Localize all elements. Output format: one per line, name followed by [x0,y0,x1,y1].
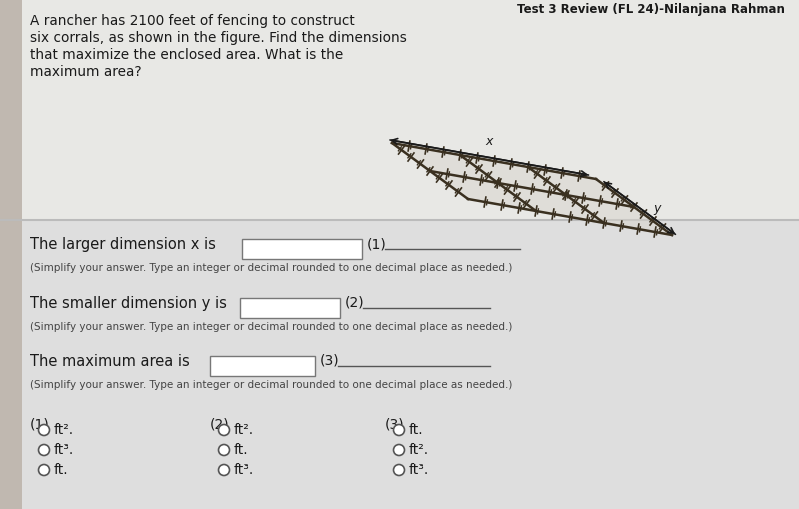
Text: that maximize the enclosed area. What is the: that maximize the enclosed area. What is… [30,48,344,62]
Text: (Simplify your answer. Type an integer or decimal rounded to one decimal place a: (Simplify your answer. Type an integer o… [30,380,512,390]
Text: (3): (3) [320,354,340,368]
Text: ft².: ft². [54,423,74,437]
Circle shape [393,444,404,456]
Bar [0,0,22,509]
Circle shape [218,444,229,456]
Bar [0,220,799,509]
Text: x: x [486,134,493,148]
Text: ft³.: ft³. [54,443,74,457]
Circle shape [218,425,229,436]
Text: ft.: ft. [234,443,248,457]
Text: (2): (2) [210,417,229,431]
Polygon shape [498,183,604,223]
Text: ft².: ft². [234,423,254,437]
Circle shape [218,465,229,475]
Text: ft².: ft². [409,443,429,457]
Polygon shape [460,155,566,195]
Circle shape [38,444,50,456]
Text: (Simplify your answer. Type an integer or decimal rounded to one decimal place a: (Simplify your answer. Type an integer o… [30,263,512,273]
Text: ft.: ft. [54,463,69,477]
Polygon shape [528,167,634,207]
Text: The maximum area is: The maximum area is [30,354,189,369]
Text: (1): (1) [367,237,387,251]
Circle shape [38,465,50,475]
FancyBboxPatch shape [240,298,340,318]
Polygon shape [430,171,536,211]
Text: maximum area?: maximum area? [30,65,141,79]
Polygon shape [566,195,672,235]
Circle shape [393,465,404,475]
Text: Test 3 Review (FL 24)-Nilanjana Rahman: Test 3 Review (FL 24)-Nilanjana Rahman [517,3,785,16]
Text: six corrals, as shown in the figure. Find the dimensions: six corrals, as shown in the figure. Fin… [30,31,407,45]
Bar [0,0,799,220]
Text: (2): (2) [345,296,364,310]
Text: (Simplify your answer. Type an integer or decimal rounded to one decimal place a: (Simplify your answer. Type an integer o… [30,322,512,332]
Circle shape [38,425,50,436]
Text: The larger dimension x is: The larger dimension x is [30,237,216,252]
Text: y: y [654,202,661,214]
Text: ft³.: ft³. [409,463,429,477]
Text: (1): (1) [30,417,50,431]
Circle shape [393,425,404,436]
Text: A rancher has 2100 feet of fencing to construct: A rancher has 2100 feet of fencing to co… [30,14,355,28]
Text: (3): (3) [385,417,404,431]
Text: ft.: ft. [409,423,423,437]
Polygon shape [392,143,498,183]
FancyBboxPatch shape [242,239,362,259]
Text: The smaller dimension y is: The smaller dimension y is [30,296,227,311]
Text: ft³.: ft³. [234,463,254,477]
FancyBboxPatch shape [210,356,315,376]
